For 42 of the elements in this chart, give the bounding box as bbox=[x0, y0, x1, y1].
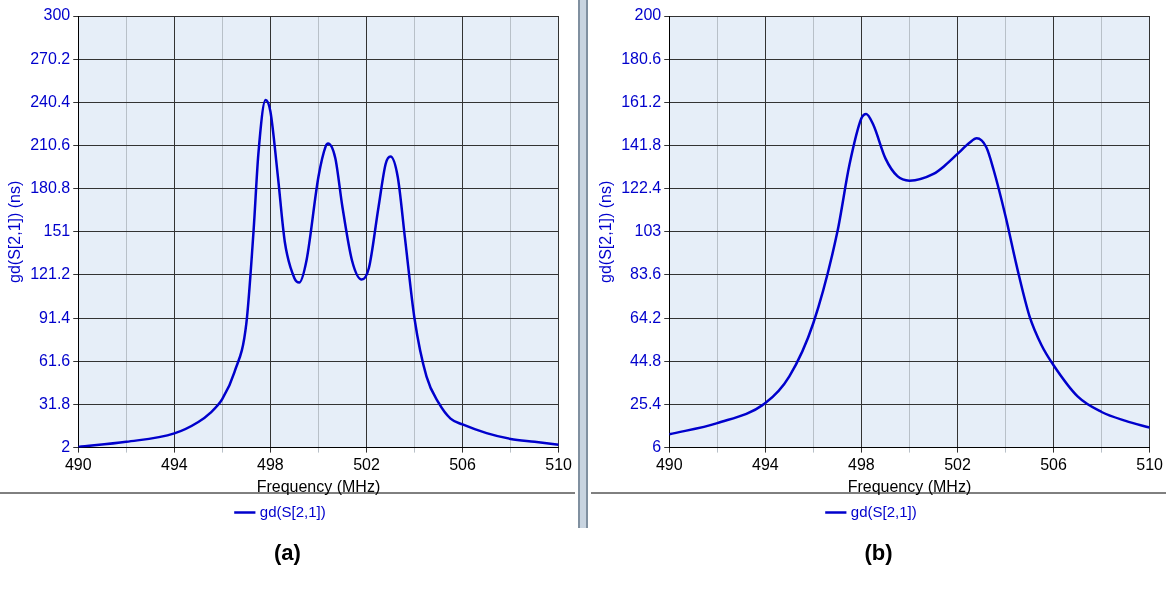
y-tick-label: 91.4 bbox=[39, 308, 71, 326]
x-tick-label: 498 bbox=[257, 455, 284, 473]
x-tick-label: 502 bbox=[944, 455, 971, 473]
x-tick-label: 490 bbox=[64, 455, 92, 473]
y-tick-label: 200 bbox=[634, 6, 662, 24]
text: (b) bbox=[863, 540, 894, 566]
y-tick-label: 151 bbox=[43, 222, 71, 240]
y-tick-label: 61.6 bbox=[39, 351, 71, 369]
y-tick-label: 180.6 bbox=[621, 49, 662, 67]
y-tick-label: 25.4 bbox=[630, 394, 662, 412]
x-tick-label: 510 bbox=[545, 455, 573, 473]
y-tick-label: 103 bbox=[634, 222, 662, 240]
y-tick-label: 180.8 bbox=[30, 179, 71, 197]
x-axis-title: Frequency (MHz) bbox=[847, 477, 972, 495]
y-tick-label: 64.2 bbox=[630, 308, 662, 326]
x-axis-title: Frequency (MHz) bbox=[256, 477, 381, 495]
legend-label: gd(S[2,1]) bbox=[259, 502, 326, 520]
y-axis-title: gd(S[2,1]) (ns) bbox=[597, 180, 615, 283]
x-tick-label: 510 bbox=[1136, 455, 1164, 473]
y-tick-label: 6 bbox=[652, 438, 662, 456]
x-tick-label: 498 bbox=[848, 455, 875, 473]
y-tick-label: 122.4 bbox=[621, 179, 662, 197]
text: (a) bbox=[273, 540, 302, 566]
y-tick-label: 300 bbox=[43, 6, 71, 24]
x-tick-label: 494 bbox=[160, 455, 188, 473]
y-tick-label: 210.6 bbox=[30, 135, 71, 153]
y-tick-label: 240.4 bbox=[30, 92, 71, 110]
y-tick-label: 44.8 bbox=[630, 351, 662, 369]
y-tick-label: 31.8 bbox=[39, 394, 71, 412]
y-tick-label: 141.8 bbox=[621, 135, 662, 153]
y-tick-label: 270.2 bbox=[30, 49, 71, 67]
x-tick-label: 494 bbox=[751, 455, 779, 473]
x-tick-label: 502 bbox=[353, 455, 380, 473]
y-tick-label: 2 bbox=[61, 438, 71, 456]
x-tick-label: 490 bbox=[655, 455, 683, 473]
x-tick-label: 506 bbox=[1040, 455, 1068, 473]
x-tick-label: 506 bbox=[449, 455, 477, 473]
y-tick-label: 121.2 bbox=[30, 265, 71, 283]
y-axis-title: gd(S[2,1]) (ns) bbox=[6, 180, 24, 283]
y-tick-label: 83.6 bbox=[630, 265, 662, 283]
legend-label: gd(S[2,1]) bbox=[850, 502, 917, 520]
y-tick-label: 161.2 bbox=[621, 92, 662, 110]
